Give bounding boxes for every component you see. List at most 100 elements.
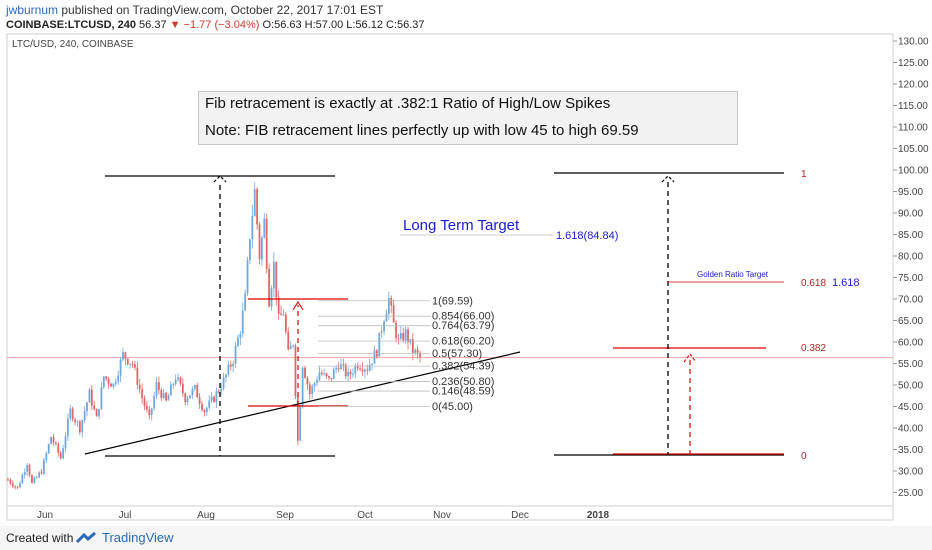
candle-body: [90, 389, 93, 406]
candle-body: [237, 337, 239, 347]
chart-title: LTC/USD, 240, COINBASE: [12, 39, 134, 50]
candle-body: [342, 364, 345, 366]
candle-body: [340, 364, 342, 370]
candle-body: [184, 393, 187, 403]
candle-body: [234, 346, 237, 364]
candle-body: [93, 405, 96, 410]
author-name[interactable]: jwburnum: [6, 3, 59, 17]
candle-body: [328, 376, 330, 378]
candle-body: [62, 448, 64, 459]
candle-body: [26, 465, 29, 472]
candle-body: [76, 421, 79, 423]
x-tick-label: 2018: [587, 510, 610, 521]
candle-body: [330, 377, 333, 379]
candle-body: [395, 322, 397, 339]
candle-body: [196, 385, 199, 398]
candle-body: [117, 375, 120, 382]
candle-body: [253, 189, 256, 216]
ohlc-values: O:56.63 H:57.00 L:56.12 C:56.37: [262, 19, 425, 31]
candle-body: [19, 483, 21, 488]
y-tick-label: 30.00: [898, 467, 923, 478]
candle-body: [203, 410, 206, 413]
candle-body: [172, 384, 175, 386]
candle-body: [119, 359, 122, 376]
candle-body: [222, 377, 225, 389]
y-axis: 130.00 125.00 120.00 115.00 110.00 105.00 100.…: [893, 37, 929, 499]
fib-right-0618: 0.618: [801, 278, 826, 289]
candle-body: [392, 305, 395, 323]
candle-body: [258, 224, 261, 260]
candle-body: [50, 437, 53, 445]
fib-level-label: 0.618(60.20): [432, 336, 494, 348]
candle-body: [31, 475, 33, 483]
candle-body: [21, 474, 24, 484]
candle-body: [165, 392, 167, 401]
fib-right-0382: 0.382: [801, 343, 826, 354]
candle-body: [98, 409, 100, 417]
x-tick-label: Aug: [197, 510, 215, 521]
candle-body: [74, 419, 76, 422]
candle-body: [397, 338, 400, 340]
symbol-label: COINBASE:LTCUSD, 240: [6, 19, 136, 31]
candle-body: [64, 436, 67, 449]
candle-body: [282, 314, 285, 316]
fib-right-1: 1: [801, 169, 807, 180]
candle-body: [332, 369, 335, 379]
candle-body: [16, 486, 19, 488]
candle-body: [411, 339, 414, 353]
candle-body: [299, 406, 302, 441]
drawings: [84, 172, 784, 457]
candle-body: [131, 363, 134, 365]
candle-body: [220, 388, 223, 392]
note-line-2: Note: FIB retracement lines perfectly up…: [205, 122, 639, 139]
arrow-head-right: [661, 175, 675, 183]
candle-body: [88, 389, 91, 403]
candle-body: [43, 459, 45, 474]
candle-body: [246, 260, 249, 294]
candle-body: [57, 443, 60, 453]
candle-body: [66, 418, 69, 437]
candle-body: [189, 395, 191, 399]
candle-body: [296, 396, 299, 441]
candle-body: [263, 218, 266, 238]
y-tick-label: 120.00: [898, 80, 929, 91]
y-tick-label: 70.00: [898, 295, 923, 306]
candle-body: [143, 398, 146, 406]
candle-body: [256, 189, 259, 225]
y-tick-label: 25.00: [898, 488, 923, 499]
candle-body: [419, 352, 421, 357]
candle-body: [313, 383, 316, 387]
candle-body: [167, 395, 170, 401]
candle-body: [261, 237, 263, 260]
candle-body: [78, 421, 81, 433]
candle-body: [83, 411, 86, 420]
candle-body: [404, 329, 407, 341]
symbol-info: COINBASE:LTCUSD, 240 56.37 ▼ −1.77 (−3.0…: [6, 19, 425, 31]
candle-body: [320, 372, 323, 375]
candle-body: [33, 477, 36, 483]
note-box: Fib retracement is exactly at .382:1 Rat…: [198, 91, 738, 145]
fib-level-label: 0.764(63.79): [432, 320, 494, 332]
candle-body: [129, 363, 132, 365]
candle-body: [399, 333, 402, 339]
candle-body: [280, 313, 282, 316]
candle-body: [301, 367, 304, 407]
price-chart[interactable]: LTC/USD, 240, COINBASE 130.00125.00120.0…: [0, 0, 932, 526]
candle-body: [349, 371, 352, 375]
brand-text[interactable]: TradingView: [102, 530, 174, 545]
candle-body: [28, 465, 31, 476]
candle-body: [105, 376, 108, 379]
candle-body: [193, 385, 196, 389]
candle-body: [380, 331, 383, 333]
candle-body: [81, 419, 84, 433]
candle-body: [383, 321, 385, 332]
last-price: 56.37: [139, 19, 167, 31]
y-tick-label: 75.00: [898, 273, 923, 284]
golden-ratio-label: Golden Ratio Target: [697, 270, 769, 279]
candle-body: [86, 402, 88, 412]
candle-body: [241, 310, 244, 334]
candle-body: [124, 352, 127, 359]
y-tick-label: 115.00: [898, 101, 928, 112]
candle-body: [47, 444, 50, 454]
candle-body: [366, 369, 369, 371]
